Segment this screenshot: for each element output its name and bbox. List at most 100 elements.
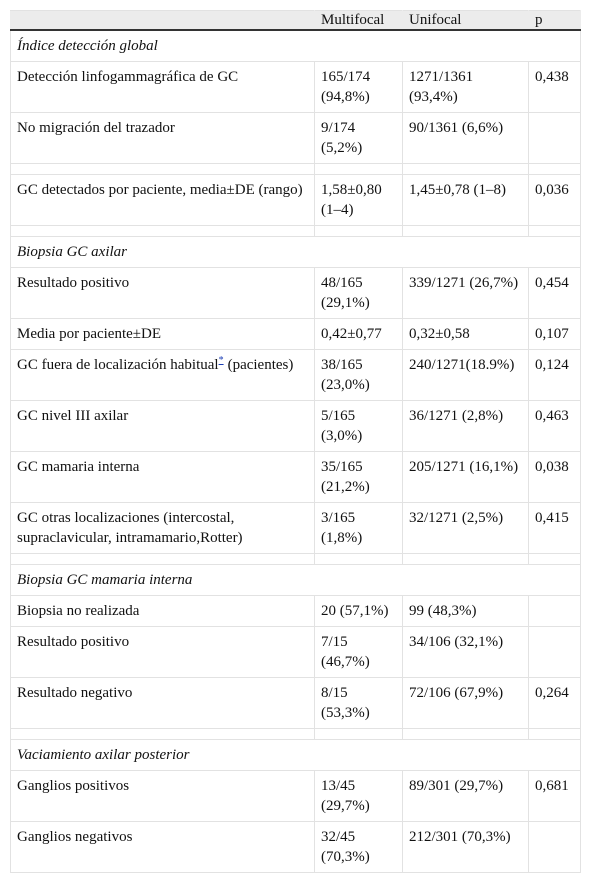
label-text: GC fuera de localización habitual (17, 357, 219, 373)
label-suffix: (pacientes) (227, 357, 294, 373)
header-cell: Unifocal (402, 10, 529, 31)
label-text: Biopsia no realizada (17, 603, 140, 619)
row-label: Ganglios positivos (10, 770, 315, 822)
spacer-cell (314, 728, 403, 740)
spacer-row (10, 225, 581, 237)
multifocal-cell: 1,58±0,80 (1–4) (314, 174, 403, 226)
unifocal-cell: 212/301 (70,3%) (402, 821, 529, 873)
unifocal-cell: 99 (48,3%) (402, 595, 529, 627)
header-cell: Multifocal (314, 10, 403, 31)
data-row: Detección linfogammagráfica de GC 165/174… (10, 61, 581, 113)
section-title: Biopsia GC axilar (10, 236, 581, 268)
spacer-cell (314, 225, 403, 237)
data-row: Ganglios positivos 13/45 (29,7%) 89/301 (2… (10, 770, 581, 822)
header-row: Multifocal Unifocal p (10, 10, 581, 31)
spacer-cell (528, 225, 581, 237)
row-label: GC mamaria interna (10, 451, 315, 503)
label-text: Ganglios negativos (17, 829, 133, 845)
spacer-cell (402, 553, 529, 565)
section-row: Biopsia GC mamaria interna (10, 564, 581, 596)
label-text: GC detectados por paciente, media±DE (ra… (17, 182, 303, 198)
multifocal-cell: 0,42±0,77 (314, 318, 403, 350)
label-text: Ganglios positivos (17, 778, 130, 794)
label-text: Resultado positivo (17, 634, 130, 650)
label-text: GC mamaria interna (17, 459, 140, 475)
label-text: Resultado positivo (17, 275, 130, 291)
data-row: Resultado negativo 8/15 (53,3%) 72/106 (67… (10, 677, 581, 729)
row-label: Biopsia no realizada (10, 595, 315, 627)
row-label: Media por paciente±DE (10, 318, 315, 350)
multifocal-cell: 13/45 (29,7%) (314, 770, 403, 822)
data-row: Biopsia no realizada 20 (57,1%) 99 (48,3%) (10, 595, 581, 627)
p-cell: 0,036 (528, 174, 581, 226)
label-text: Resultado negativo (17, 685, 133, 701)
p-cell: 0,463 (528, 400, 581, 452)
label-text: Media por paciente±DE (17, 326, 162, 342)
unifocal-cell: 32/1271 (2,5%) (402, 502, 529, 554)
multifocal-cell: 20 (57,1%) (314, 595, 403, 627)
spacer-cell (314, 553, 403, 565)
row-label: GC detectados por paciente, media±DE (ra… (10, 174, 315, 226)
section-row: Vaciamiento axilar posterior (10, 739, 581, 771)
p-cell: 0,415 (528, 502, 581, 554)
row-label: Ganglios negativos (10, 821, 315, 873)
spacer-cell (528, 728, 581, 740)
multifocal-cell: 165/174 (94,8%) (314, 61, 403, 113)
data-row: GC otras localizaciones (intercostal, su… (10, 502, 581, 554)
header-cell (10, 10, 315, 31)
p-cell (528, 595, 581, 627)
section-title: Vaciamiento axilar posterior (10, 739, 581, 771)
unifocal-cell: 72/106 (67,9%) (402, 677, 529, 729)
row-label: Resultado negativo (10, 677, 315, 729)
table-header: Multifocal Unifocal p (10, 10, 581, 31)
spacer-row (10, 553, 581, 565)
section-row: Biopsia GC axilar (10, 236, 581, 268)
p-cell (528, 626, 581, 678)
p-cell: 0,438 (528, 61, 581, 113)
row-label: GC nivel III axilar (10, 400, 315, 452)
unifocal-cell: 339/1271 (26,7%) (402, 267, 529, 319)
multifocal-cell: 3/165 (1,8%) (314, 502, 403, 554)
data-row: GC fuera de localización habitual* (pacie… (10, 349, 581, 401)
row-label: Detección linfogammagráfica de GC (10, 61, 315, 113)
p-cell: 0,454 (528, 267, 581, 319)
unifocal-cell: 1,45±0,78 (1–8) (402, 174, 529, 226)
data-row: GC mamaria interna 35/165 (21,2%) 205/1271… (10, 451, 581, 503)
spacer-cell (402, 728, 529, 740)
spacer-row (10, 163, 581, 175)
unifocal-cell: 1271/1361 (93,4%) (402, 61, 529, 113)
data-row: GC detectados por paciente, media±DE (ra… (10, 174, 581, 226)
multifocal-cell: 8/15 (53,3%) (314, 677, 403, 729)
unifocal-cell: 34/106 (32,1%) (402, 626, 529, 678)
spacer-cell (528, 553, 581, 565)
label-text: GC nivel III axilar (17, 408, 129, 424)
spacer-cell (402, 163, 529, 175)
p-cell: 0,107 (528, 318, 581, 350)
p-cell: 0,124 (528, 349, 581, 401)
spacer-cell (402, 225, 529, 237)
spacer-cell (528, 163, 581, 175)
spacer-cell (10, 728, 315, 740)
multifocal-cell: 7/15 (46,7%) (314, 626, 403, 678)
footnote-link[interactable]: * (218, 355, 224, 366)
table-body: Índice detección global Detección linfoga… (10, 29, 581, 873)
spacer-row (10, 728, 581, 740)
row-label: No migración del trazador (10, 112, 315, 164)
section-title: Índice detección global (10, 29, 581, 62)
spacer-cell (10, 553, 315, 565)
data-row: No migración del trazador 9/174 (5,2%) 90/… (10, 112, 581, 164)
results-table: Multifocal Unifocal p Índice detección g… (10, 10, 581, 873)
section-row: Índice detección global (10, 29, 581, 62)
spacer-cell (10, 163, 315, 175)
header-cell: p (528, 10, 581, 31)
multifocal-cell: 48/165 (29,1%) (314, 267, 403, 319)
unifocal-cell: 0,32±0,58 (402, 318, 529, 350)
multifocal-cell: 38/165 (23,0%) (314, 349, 403, 401)
row-label: Resultado positivo (10, 626, 315, 678)
unifocal-cell: 240/1271(18.9%) (402, 349, 529, 401)
section-title: Biopsia GC mamaria interna (10, 564, 581, 596)
data-row: Resultado positivo 48/165 (29,1%) 339/1271… (10, 267, 581, 319)
unifocal-cell: 205/1271 (16,1%) (402, 451, 529, 503)
label-text: GC otras localizaciones (intercostal, su… (17, 510, 243, 546)
